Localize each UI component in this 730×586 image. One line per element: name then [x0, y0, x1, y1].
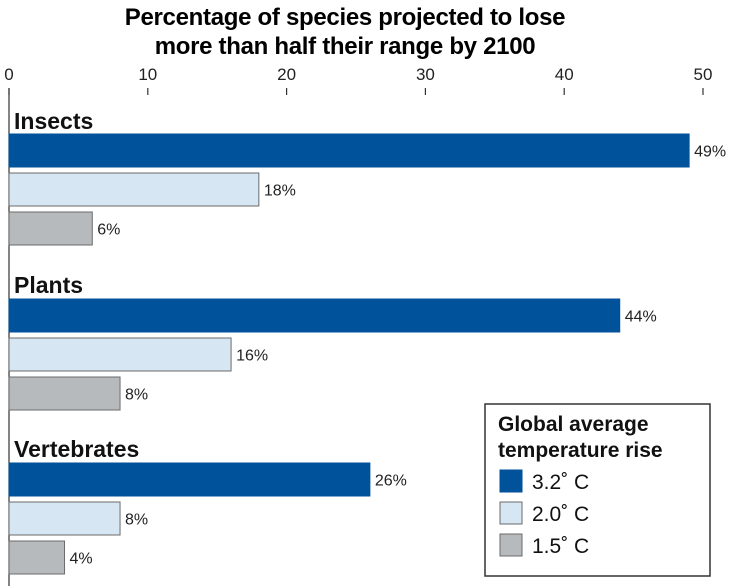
- bar-insects-series-2: [8, 211, 93, 246]
- category-label: Plants: [14, 272, 83, 298]
- bar-value-label: 44%: [625, 309, 657, 326]
- bar-vertebrates-series-2: [8, 540, 66, 575]
- legend-label: 2.0˚ C: [532, 503, 589, 526]
- legend-label: 3.2˚ C: [532, 471, 589, 494]
- x-tick-label: 50: [694, 65, 713, 84]
- x-tick-label: 30: [416, 65, 435, 84]
- legend-swatch: [499, 501, 523, 525]
- legend-title-line: temperature rise: [498, 439, 663, 462]
- legend-title-line: Global average: [498, 413, 649, 436]
- bar-value-label: 49%: [694, 144, 726, 161]
- bar-plants-series-1: [8, 337, 232, 372]
- bar-value-label: 4%: [70, 551, 93, 568]
- bar-plants-series-0: [8, 298, 621, 333]
- bar-plants-series-2: [8, 376, 121, 411]
- bar-value-label: 6%: [97, 222, 120, 239]
- bar-value-label: 18%: [264, 183, 296, 200]
- bar-insects-series-1: [8, 172, 260, 207]
- chart-title-line-2: more than half their range by 2100: [155, 33, 536, 60]
- bar-vertebrates-series-1: [8, 501, 121, 536]
- legend-label: 1.5˚ C: [532, 535, 589, 558]
- bar-value-label: 26%: [375, 473, 407, 490]
- category-label: Vertebrates: [14, 436, 139, 462]
- bar-value-label: 8%: [125, 512, 148, 529]
- bar-value-label: 16%: [236, 348, 268, 365]
- x-tick-label: 0: [4, 65, 13, 84]
- legend-swatch: [499, 469, 523, 493]
- bar-value-label: 8%: [125, 387, 148, 404]
- x-axis: 0 10 20 30 40 50: [4, 65, 712, 586]
- bars-group: Insects 49% 18% 6% Plants 44% 16% 8% Vertebrates…: [8, 108, 726, 575]
- bar-vertebrates-series-0: [8, 462, 371, 497]
- x-tick-label: 10: [138, 65, 157, 84]
- bar-insects-series-0: [8, 133, 690, 168]
- category-label: Insects: [14, 108, 93, 134]
- x-tick-label: 40: [555, 65, 574, 84]
- legend: Global average temperature rise 3.2˚ C 2.0˚…: [484, 403, 711, 577]
- legend-swatch: [499, 533, 523, 557]
- x-tick-label: 20: [277, 65, 296, 84]
- chart-title-line-1: Percentage of species projected to lose: [125, 4, 565, 31]
